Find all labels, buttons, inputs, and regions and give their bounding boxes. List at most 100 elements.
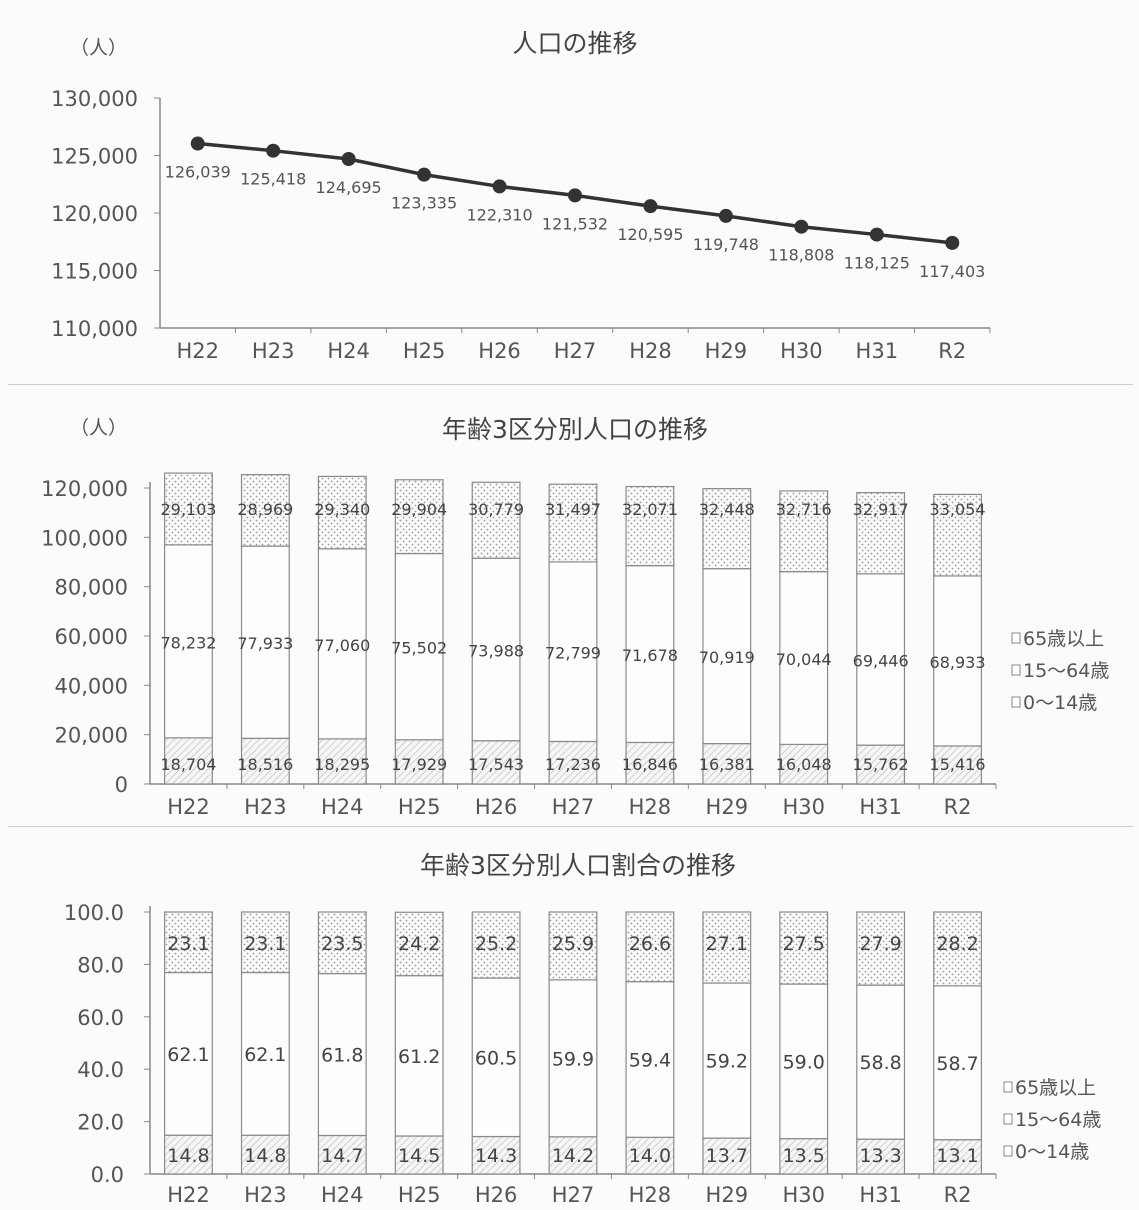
segment-0-14-bar: [240, 737, 290, 785]
x-tick-label: H27: [552, 1183, 595, 1206]
data-label: 59.2: [706, 1051, 748, 1073]
segment-65-plus-bar: [933, 493, 982, 577]
segment-15-64-bar: [317, 972, 367, 1137]
segment-15-64-bar: [164, 971, 213, 1136]
x-tick-label: H28: [629, 1183, 672, 1206]
y-tick-label: 60,000: [55, 625, 128, 649]
data-label: 77,060: [314, 636, 370, 655]
x-tick-label: R2: [944, 795, 972, 819]
x-tick-label: H23: [244, 795, 287, 819]
age-group-population-panel: （人） 年齢3区分別人口の推移 0 20,000 40,000 60,000 80,00…: [0, 390, 1139, 822]
data-label: 61.2: [398, 1046, 440, 1068]
x-tick-label: H31: [859, 1183, 902, 1206]
data-label: 14.3: [475, 1145, 517, 1167]
age-group-share-chart: 年齢3区分別人口割合の推移 0.0 20.0 40.0 60.0 80.0 100.0 H2…: [64, 851, 1101, 1207]
data-label: 16,846: [622, 755, 678, 774]
data-label: 32,071: [622, 500, 678, 519]
data-point: [190, 136, 205, 151]
y-tick-label: 0: [115, 773, 128, 797]
x-tick-label: H24: [321, 795, 364, 819]
data-label: 14.2: [552, 1145, 594, 1167]
x-tick-label: H29: [706, 795, 749, 819]
data-label: 126,039: [165, 163, 231, 182]
segment-0-14-bar: [548, 740, 598, 785]
segment-0-14-bar: [702, 1137, 752, 1175]
data-point: [492, 179, 507, 194]
x-tick-label: H30: [782, 795, 825, 819]
x-tick-label: R2: [938, 339, 966, 363]
data-label: 62.1: [167, 1044, 209, 1066]
data-label: 75,502: [391, 639, 447, 658]
x-tick-label: H26: [478, 339, 521, 363]
x-tick-label: H26: [475, 1183, 518, 1206]
data-label: 28.2: [936, 933, 978, 955]
x-tick-label: H31: [859, 795, 902, 819]
y-tick-label: 120,000: [41, 477, 128, 501]
legend-swatch: [1011, 696, 1021, 708]
y-tick-label: 100,000: [41, 526, 128, 550]
data-point: [341, 152, 356, 167]
data-label: 59.4: [629, 1050, 671, 1072]
segment-65-plus-bar: [702, 488, 752, 570]
y-unit-label: （人）: [70, 37, 127, 59]
data-label: 118,125: [844, 254, 910, 273]
segment-0-14-bar: [394, 739, 444, 785]
segment-65-plus-bar: [240, 911, 290, 974]
data-label: 29,340: [314, 500, 370, 519]
data-label: 29,103: [160, 500, 216, 519]
data-label: 14.8: [167, 1145, 209, 1167]
data-label: 122,310: [466, 205, 532, 224]
y-tick-label: 110,000: [51, 317, 138, 341]
data-label: 17,236: [545, 755, 601, 774]
panel-divider: [8, 826, 1133, 827]
segment-65-plus-bar: [548, 911, 598, 981]
segment-0-14-bar: [856, 744, 906, 785]
y-unit-label: （人）: [70, 417, 127, 439]
data-label: 33,054: [930, 500, 986, 519]
segment-0-14-bar: [317, 1134, 367, 1175]
segment-15-64-bar: [548, 561, 598, 743]
segment-65-plus-bar: [856, 492, 906, 575]
segment-15-64-bar: [394, 975, 444, 1137]
data-label: 14.7: [321, 1145, 363, 1167]
x-tick-label: H29: [705, 339, 748, 363]
segment-15-64-bar: [394, 552, 444, 741]
data-point: [794, 219, 809, 234]
data-label: 17,929: [391, 755, 447, 774]
segment-0-14-bar: [702, 742, 752, 785]
data-label: 13.3: [859, 1145, 901, 1167]
data-label: 23.5: [321, 933, 363, 955]
segment-0-14-bar: [317, 738, 367, 785]
data-label: 32,716: [776, 500, 832, 519]
data-label: 14.0: [629, 1145, 671, 1167]
x-tick-label: H23: [252, 339, 295, 363]
segment-15-64-bar: [702, 568, 752, 745]
data-label: 73,988: [468, 641, 524, 660]
chart-title: 年齢3区分別人口の推移: [442, 415, 708, 444]
data-point: [643, 199, 658, 214]
segment-15-64-bar: [240, 971, 290, 1136]
panel-divider: [8, 384, 1133, 385]
age-group-population-chart: （人） 年齢3区分別人口の推移 0 20,000 40,000 60,000 80,00…: [41, 415, 1109, 819]
data-label: 71,678: [622, 646, 678, 665]
segment-0-14-bar: [933, 1139, 982, 1175]
segment-65-plus-bar: [394, 911, 444, 977]
segment-0-14-bar: [548, 1136, 598, 1175]
data-point: [417, 167, 432, 182]
data-label: 58.7: [936, 1053, 978, 1075]
y-tick-label: 20.0: [77, 1111, 124, 1135]
legend-swatch: [1011, 632, 1021, 644]
legend-label: 0～14歳: [1015, 1141, 1089, 1163]
y-tick-label: 125,000: [51, 145, 138, 169]
x-tick-label: H27: [554, 339, 597, 363]
data-label: 68,933: [930, 653, 986, 672]
y-tick-label: 130,000: [51, 87, 138, 111]
data-label: 62.1: [244, 1044, 286, 1066]
y-tick-label: 0.0: [91, 1163, 124, 1187]
y-tick-label: 80.0: [77, 953, 124, 977]
data-label: 78,232: [160, 633, 216, 652]
data-label: 25.9: [552, 933, 594, 955]
x-tick-label: H30: [780, 339, 823, 363]
data-label: 18,295: [314, 755, 370, 774]
y-tick-label: 80,000: [55, 576, 128, 600]
